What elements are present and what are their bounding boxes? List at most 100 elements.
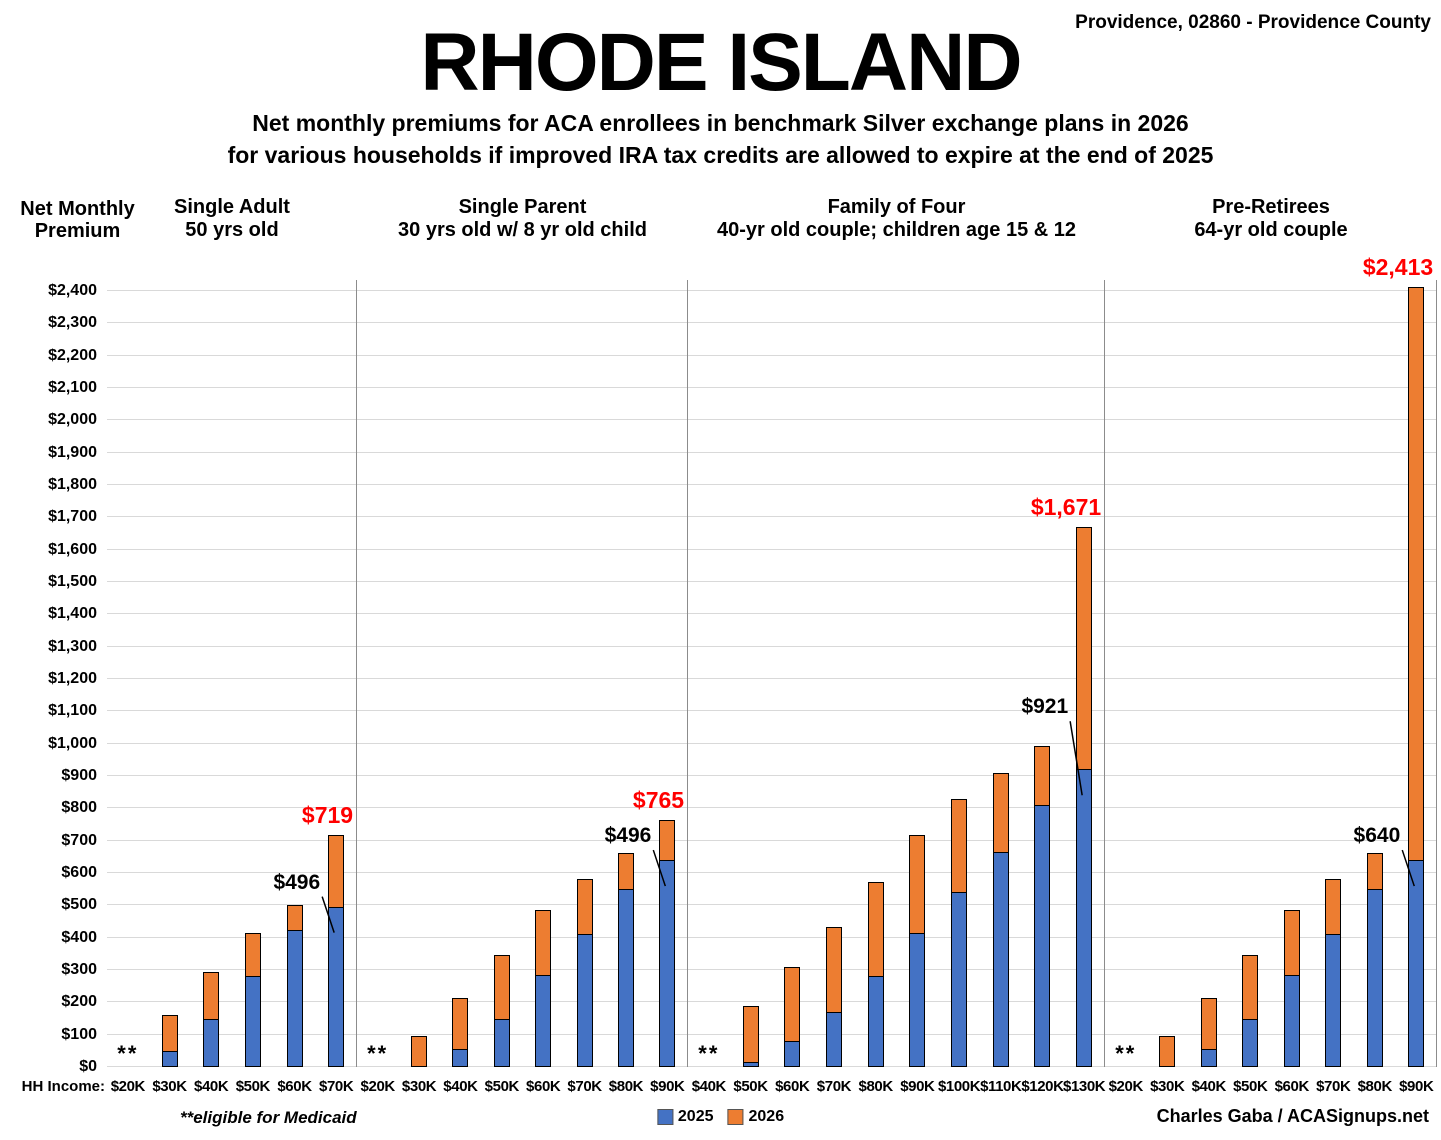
x-tick-label: $30K xyxy=(401,1078,437,1095)
bar-2025 xyxy=(161,1050,178,1067)
y-tick-label: $1,800 xyxy=(48,476,97,493)
gridline xyxy=(107,484,1437,485)
bar-2026 xyxy=(286,905,303,931)
medicaid-asterisks: ** xyxy=(1115,1041,1137,1066)
bar-2025 xyxy=(951,892,968,1067)
bar-2026 xyxy=(951,798,968,894)
y-tick-label: $600 xyxy=(61,864,97,881)
y-tick-label: $1,200 xyxy=(48,670,97,687)
gridline xyxy=(107,678,1437,679)
gridline xyxy=(107,516,1437,518)
x-tick-label: $70K xyxy=(567,1078,602,1095)
bar-2026 xyxy=(1034,745,1051,807)
y-tick-label: $1,700 xyxy=(48,508,97,526)
legend-label-2026: 2026 xyxy=(748,1108,785,1125)
annotation-2026-value: $765 xyxy=(632,786,685,813)
x-tick-label: $20K xyxy=(1108,1078,1144,1095)
group-panel: ** $640 $2,413 xyxy=(1105,254,1437,1067)
y-tick-label: $2,100 xyxy=(48,379,97,396)
gridline xyxy=(107,645,1437,647)
gridline xyxy=(107,969,1437,970)
y-axis-title-line2: Premium xyxy=(34,220,121,242)
y-tick-label: $2,200 xyxy=(48,346,97,364)
y-tick-label: $2,400 xyxy=(48,282,97,299)
x-axis-title: HH Income: xyxy=(21,1078,105,1095)
annotation-2025-value: $496 xyxy=(273,870,321,894)
bar-2025 xyxy=(1366,889,1383,1067)
x-tick-label: $80K xyxy=(1357,1078,1393,1095)
bar-2026 xyxy=(659,819,676,862)
gridline xyxy=(107,548,1437,550)
y-tick-label: $1,100 xyxy=(48,702,97,720)
bar-2026 xyxy=(535,909,552,976)
bar-2026 xyxy=(203,971,220,1020)
group-header: Family of Four 40-yr old couple; children… xyxy=(688,196,1105,242)
x-tick-label: $100K xyxy=(937,1078,981,1095)
x-tick-label: $40K xyxy=(194,1078,229,1095)
x-tick-label: $40K xyxy=(443,1078,478,1095)
gridline xyxy=(107,613,1437,615)
medicaid-asterisks: ** xyxy=(117,1041,139,1066)
x-tick-label: $50K xyxy=(1233,1078,1268,1095)
medicaid-footnote: **eligible for Medicaid xyxy=(180,1108,357,1127)
y-tick-label: $900 xyxy=(61,767,97,784)
group-panel: ** $921 $1,671 xyxy=(688,270,1105,1067)
x-tick-label: $130K xyxy=(1063,1078,1106,1095)
group-header-line1: Single Adult xyxy=(174,196,290,218)
y-tick-label: $700 xyxy=(61,831,97,849)
bar-2025 xyxy=(825,1011,842,1067)
bar-2026 xyxy=(1242,955,1259,1020)
x-tick-label: $60K xyxy=(775,1078,810,1095)
gridline xyxy=(107,290,1437,291)
y-tick-label: $200 xyxy=(61,993,97,1011)
gridline xyxy=(107,1033,1437,1035)
group-header-line1: Family of Four xyxy=(827,196,966,218)
annotation-2026-value: $1,671 xyxy=(1030,493,1102,520)
group-panel: ** $496 $719 xyxy=(107,270,357,1067)
group-separator xyxy=(356,280,357,1067)
bar-2026 xyxy=(452,997,469,1051)
x-tick-label: $30K xyxy=(152,1078,187,1095)
group-header-line1: Pre-Retirees xyxy=(1212,196,1330,218)
x-tick-label: $50K xyxy=(235,1078,271,1095)
bar-2026 xyxy=(909,834,926,935)
bar-2026 xyxy=(1076,526,1093,771)
x-tick-label: $80K xyxy=(608,1078,644,1095)
group-separator xyxy=(1436,280,1437,1067)
bar-2026 xyxy=(328,834,345,908)
x-tick-label: $90K xyxy=(1399,1078,1434,1095)
leader-line-layer xyxy=(1401,849,1415,887)
x-tick-label: $60K xyxy=(526,1078,561,1095)
y-tick-label: $2,300 xyxy=(48,314,97,332)
gridline xyxy=(107,581,1437,582)
annotation-2026-value: $719 xyxy=(301,801,354,828)
x-tick-label: $90K xyxy=(900,1078,935,1095)
legend-item-2026: 2026 xyxy=(727,1108,785,1126)
leader-line-layer xyxy=(321,896,335,933)
y-tick-label: $2,000 xyxy=(48,411,97,429)
x-tick-label: $90K xyxy=(650,1078,685,1095)
bar-2026 xyxy=(1366,852,1383,891)
gridline xyxy=(107,904,1437,906)
y-axis-title-line1: Net Monthly xyxy=(20,198,135,220)
bar-2025 xyxy=(617,889,634,1067)
y-tick-label: $0 xyxy=(79,1058,97,1075)
legend-label-2025: 2025 xyxy=(677,1108,714,1125)
bar-2025 xyxy=(535,974,552,1067)
bar-2026 xyxy=(161,1015,178,1052)
bar-2025 xyxy=(452,1049,469,1067)
gridline xyxy=(107,807,1437,809)
y-tick-label: $400 xyxy=(61,928,97,946)
bar-2026 xyxy=(493,955,510,1020)
group-panel: ** $496 $765 xyxy=(357,270,688,1067)
bar-2026 xyxy=(617,852,634,891)
x-tick-label: $50K xyxy=(733,1078,768,1095)
bar-2025 xyxy=(867,975,884,1067)
bar-2025 xyxy=(992,851,1009,1067)
group-header-line1: Single Parent xyxy=(458,196,587,218)
annotation-2025-value: $640 xyxy=(1353,824,1401,848)
legend: 2025 2026 xyxy=(656,1108,785,1126)
plot-area: ** $496 $719 ** $496 $765 ** $921 $1,671 ** $640 $2… xyxy=(107,254,1437,1067)
bar-2025 xyxy=(203,1018,220,1067)
